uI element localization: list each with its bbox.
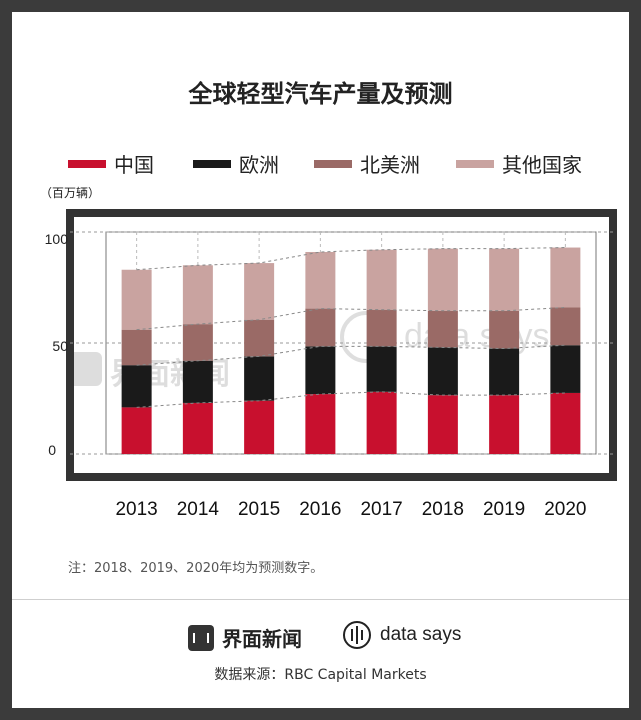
watermark-jiemian-icon	[68, 352, 102, 386]
stacked-bar-chart: 界面新闻 data says 0 50 100 2013 2014 2015 2016…	[45, 209, 617, 520]
brand-row: 界面新闻 data says	[12, 620, 629, 654]
x-tick-2014: 2014	[177, 499, 220, 520]
watermark-datasays-text: data says	[404, 317, 550, 355]
bar-2020-series-3	[550, 247, 581, 308]
bar-2014-series-2	[182, 324, 213, 361]
brand-jiemian[interactable]: 界面新闻	[188, 623, 302, 652]
legend-item-europe: 欧洲	[193, 149, 279, 178]
x-tick-2013: 2013	[115, 499, 157, 520]
bar-2017-series-3	[366, 249, 397, 310]
bar-2017-series-2	[366, 309, 397, 347]
bar-2013-series-2	[121, 329, 152, 366]
bar-2018-series-0	[427, 395, 458, 454]
bar-2016-series-3	[305, 251, 336, 309]
bar-2014-series-0	[182, 402, 213, 454]
bar-2020-series-1	[550, 345, 581, 393]
jiemian-logo-icon	[188, 624, 214, 651]
bar-2015-series-2	[244, 319, 275, 357]
bar-2013-series-0	[121, 407, 152, 454]
legend-item-north-america: 北美洲	[314, 149, 420, 178]
x-tick-2016: 2016	[299, 499, 341, 520]
bars	[121, 247, 581, 454]
unit-label: （百万辆）	[40, 186, 101, 200]
footnote: 注：2018、2019、2020年均为预测数字。	[68, 561, 324, 576]
legend: 中国 欧洲 北美洲 其他国家	[12, 149, 629, 178]
legend-swatch-others	[456, 159, 494, 168]
legend-item-china: 中国	[68, 149, 154, 178]
brand-datasays[interactable]: data says	[342, 620, 461, 650]
bar-2013-series-3	[121, 269, 152, 330]
bar-2019-series-0	[489, 395, 520, 454]
y-tick-100: 100	[45, 231, 69, 247]
chart-frame	[66, 209, 617, 481]
x-tick-2020: 2020	[544, 499, 586, 520]
infographic-card: 全球轻型汽车产量及预测 中国 欧洲 北美洲 其他国家 （百万辆） 界面新闻 da…	[12, 12, 629, 708]
divider	[12, 599, 629, 600]
bar-2014-series-3	[182, 265, 213, 325]
bar-2013-series-1	[121, 365, 152, 408]
legend-swatch-europe	[193, 159, 231, 168]
jiemian-logo-text: 界面新闻	[222, 627, 302, 651]
legend-label-others: 其他国家	[502, 153, 582, 177]
legend-label-china: 中国	[114, 153, 154, 177]
legend-swatch-china	[68, 159, 106, 168]
bar-2018-series-1	[427, 347, 458, 396]
legend-item-others: 其他国家	[456, 149, 582, 178]
bar-2014-series-1	[182, 360, 213, 403]
bar-2020-series-2	[550, 307, 581, 346]
y-tick-0: 0	[48, 442, 56, 458]
bar-2015-series-3	[244, 263, 275, 320]
bar-2017-series-0	[366, 391, 397, 454]
bar-2017-series-1	[366, 346, 397, 392]
bar-2016-series-2	[305, 308, 336, 347]
bar-2018-series-2	[427, 310, 458, 348]
x-axis: 2013 2014 2015 2016 2017 2018 2019 2020	[115, 499, 586, 520]
data-source: 数据来源：RBC Capital Markets	[214, 667, 427, 683]
chart-title: 全球轻型汽车产量及预测	[188, 80, 453, 108]
x-tick-2018: 2018	[422, 499, 464, 520]
bar-2016-series-1	[305, 346, 336, 395]
legend-label-north-america: 北美洲	[360, 153, 420, 177]
x-tick-2017: 2017	[360, 499, 402, 520]
legend-label-europe: 欧洲	[239, 153, 279, 177]
bar-2016-series-0	[305, 394, 336, 454]
y-axis: 0 50 100	[45, 231, 69, 458]
datasays-logo-text: data says	[380, 624, 462, 645]
bar-2015-series-0	[244, 400, 275, 454]
y-tick-50: 50	[52, 338, 68, 354]
legend-swatch-north-america	[314, 159, 352, 168]
bar-2019-series-1	[489, 348, 520, 396]
bar-2019-series-3	[489, 248, 520, 311]
bar-2018-series-3	[427, 248, 458, 311]
x-tick-2019: 2019	[483, 499, 525, 520]
x-tick-2015: 2015	[238, 499, 280, 520]
bar-2020-series-0	[550, 392, 581, 454]
bar-2019-series-2	[489, 310, 520, 349]
datasays-logo-icon	[343, 621, 371, 649]
bar-2015-series-1	[244, 356, 275, 401]
